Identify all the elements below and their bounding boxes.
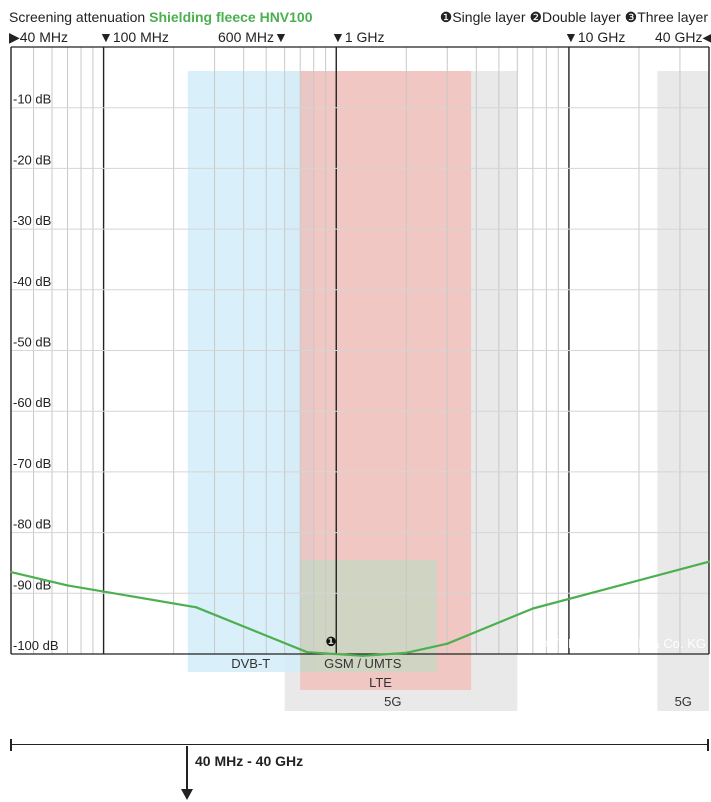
- y-tick-label: -30 dB: [13, 213, 51, 228]
- series-point: [9, 570, 13, 574]
- freq-marker-100mhz: ▼100 MHz: [99, 29, 169, 45]
- range-label: 40 MHz - 40 GHz: [195, 753, 304, 769]
- band-5g: [657, 71, 709, 711]
- series-point: [531, 607, 534, 610]
- range-end-cap: [707, 739, 709, 751]
- series-point: [446, 642, 449, 645]
- band-label-gsm-umts: GSM / UMTS: [324, 656, 402, 671]
- watermark: © YSHIELD GmbH & Co. KG: [538, 636, 706, 651]
- y-tick-label: -50 dB: [13, 335, 51, 350]
- band-dvb-t: [187, 71, 314, 672]
- series-point: [66, 584, 69, 587]
- down-arrow-icon: [186, 746, 188, 792]
- arrow-head-icon: [181, 789, 193, 800]
- freq-marker-1ghz: ▼1 GHz: [331, 29, 385, 45]
- title-prefix: Screening attenuation: [9, 9, 146, 25]
- series-point: [405, 651, 408, 654]
- legend-three-layer: ❸Three layer: [624, 9, 708, 25]
- attenuation-chart: -10 dB -20 dB -30 dB -40 dB -50 dB -60 dB -70 …: [9, 46, 711, 711]
- band-label-5g: 5G: [384, 694, 401, 709]
- y-tick-label: -40 dB: [13, 274, 51, 289]
- chart-title: Screening attenuation Shielding fleece H…: [9, 9, 313, 25]
- range-line: [11, 744, 708, 745]
- y-tick-label: -80 dB: [13, 517, 51, 532]
- freq-marker-10ghz: ▼10 GHz: [564, 29, 626, 45]
- y-tick-label: -10 dB: [13, 92, 51, 107]
- series-point: [195, 606, 198, 609]
- series-point: [306, 651, 309, 654]
- band-label-5g: 5G: [675, 694, 692, 709]
- chart-legend: ❶Single layer ❷Double layer ❸Three layer: [436, 9, 708, 26]
- series-point: [707, 560, 711, 563]
- legend-double-layer: ❷Double layer: [529, 9, 621, 25]
- freq-marker-40ghz: 40 GHz◀: [655, 29, 711, 45]
- y-tick-label: -100 dB: [13, 638, 59, 653]
- series-point: [361, 654, 364, 657]
- series-marker-label: ❶: [326, 635, 337, 650]
- y-tick-label: -90 dB: [13, 577, 51, 592]
- freq-marker-40mhz: ▶40 MHz: [9, 29, 69, 45]
- legend-single-layer: ❶Single layer: [439, 9, 526, 25]
- freq-marker-600mhz: 600 MHz▼: [218, 29, 288, 45]
- range-start-cap: [10, 739, 12, 751]
- product-name: Shielding fleece HNV100: [149, 9, 313, 25]
- band-label-dvb-t: DVB-T: [231, 656, 270, 671]
- y-tick-label: -60 dB: [13, 395, 51, 410]
- band-label-lte: LTE: [369, 675, 392, 690]
- y-tick-label: -70 dB: [13, 456, 51, 471]
- y-tick-label: -20 dB: [13, 152, 51, 167]
